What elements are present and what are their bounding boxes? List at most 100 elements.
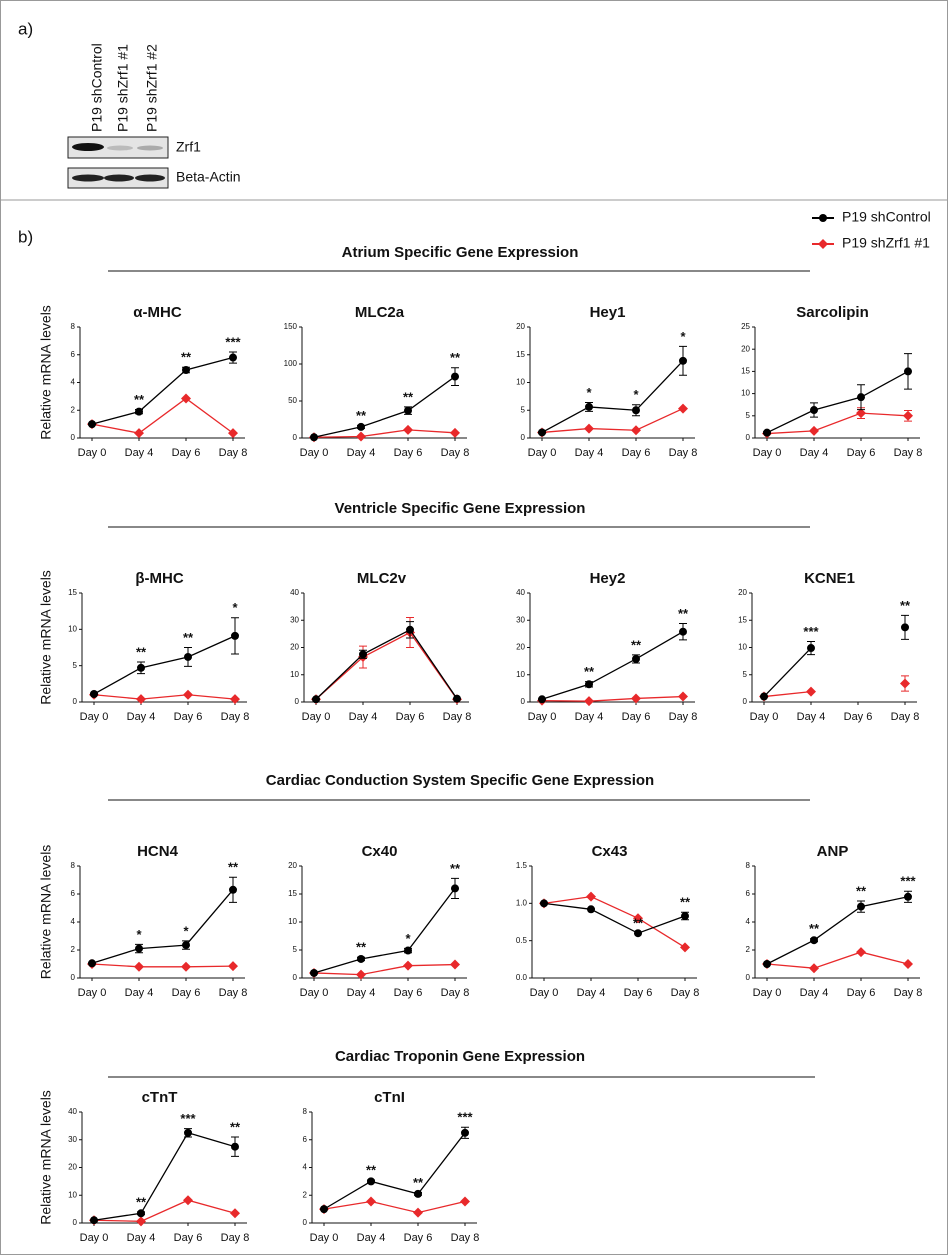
- significance: **: [680, 895, 691, 910]
- marker: [857, 903, 865, 911]
- marker: [451, 373, 459, 381]
- y-tick-label: 5: [73, 661, 78, 670]
- marker: [900, 678, 910, 688]
- significance: **: [181, 350, 192, 365]
- y-tick-label: 0: [746, 973, 751, 982]
- marker: [184, 1129, 192, 1137]
- series-line: [542, 632, 683, 700]
- y-tick-label: 1.5: [516, 861, 528, 870]
- band: [107, 146, 133, 151]
- marker: [88, 420, 96, 428]
- y-tick-label: 15: [741, 367, 750, 376]
- y-tick-label: 30: [290, 615, 299, 624]
- y-tick-label: 0.0: [516, 973, 528, 982]
- x-tick-label: Day 0: [753, 447, 782, 459]
- marker: [404, 947, 412, 955]
- y-tick-label: 0: [743, 697, 748, 706]
- marker: [181, 962, 191, 972]
- x-tick-label: Day 8: [894, 987, 923, 999]
- series-line: [92, 398, 233, 433]
- y-tick-label: 20: [288, 861, 297, 870]
- significance: **: [134, 392, 145, 407]
- marker: [680, 942, 690, 952]
- y-tick-label: 4: [71, 917, 76, 926]
- series-line: [767, 952, 908, 968]
- y-tick-label: 15: [516, 350, 525, 359]
- marker: [904, 367, 912, 375]
- y-tick-label: 10: [68, 624, 77, 633]
- x-tick-label: Day 6: [847, 987, 876, 999]
- marker: [807, 644, 815, 652]
- chart-title: cTnT: [142, 1089, 178, 1106]
- y-tick-label: 8: [71, 322, 76, 331]
- marker: [632, 406, 640, 414]
- marker: [181, 393, 191, 403]
- band-label: Beta-Actin: [176, 169, 241, 185]
- x-tick-label: Day 6: [622, 447, 651, 459]
- marker: [357, 423, 365, 431]
- x-tick-label: Day 4: [127, 1232, 156, 1244]
- marker: [681, 912, 689, 920]
- marker: [134, 428, 144, 438]
- significance: **: [678, 606, 689, 621]
- y-tick-label: 5: [746, 411, 751, 420]
- significance: **: [631, 637, 642, 652]
- y-axis-label: Relative mRNA levels: [38, 305, 54, 440]
- x-tick-label: Day 0: [302, 711, 331, 723]
- chart-title: KCNE1: [804, 570, 855, 587]
- marker: [310, 433, 318, 441]
- marker: [451, 884, 459, 892]
- marker: [90, 1216, 98, 1224]
- y-tick-label: 4: [303, 1163, 308, 1172]
- chart-title: MLC2a: [355, 304, 405, 321]
- marker: [231, 632, 239, 640]
- y-tick-label: 15: [68, 588, 77, 597]
- series-line: [542, 361, 683, 433]
- x-tick-label: Day 8: [669, 447, 698, 459]
- marker: [587, 905, 595, 913]
- marker: [679, 357, 687, 365]
- marker: [901, 623, 909, 631]
- section-title: Ventricle Specific Gene Expression: [335, 500, 586, 517]
- marker: [763, 429, 771, 437]
- marker: [806, 687, 816, 697]
- y-tick-label: 0: [521, 697, 526, 706]
- significance: ***: [803, 624, 819, 639]
- x-tick-label: Day 4: [800, 447, 829, 459]
- y-tick-label: 10: [741, 389, 750, 398]
- legend-marker: [819, 214, 827, 222]
- y-tick-label: 30: [516, 615, 525, 624]
- band: [104, 175, 134, 182]
- y-tick-label: 6: [746, 889, 751, 898]
- band: [72, 143, 104, 151]
- significance: *: [136, 927, 142, 942]
- marker: [403, 961, 413, 971]
- y-tick-label: 8: [303, 1107, 308, 1116]
- significance: ***: [180, 1111, 196, 1126]
- x-tick-label: Day 4: [347, 987, 376, 999]
- y-tick-label: 30: [68, 1135, 77, 1144]
- significance: **: [183, 630, 194, 645]
- y-tick-label: 0: [73, 697, 78, 706]
- marker: [357, 955, 365, 963]
- y-tick-label: 0: [293, 433, 298, 442]
- x-tick-label: Day 4: [577, 987, 606, 999]
- legend-marker: [818, 239, 828, 249]
- marker: [586, 892, 596, 902]
- significance: **: [856, 883, 867, 898]
- chart-title: Cx43: [592, 843, 628, 860]
- series-line: [92, 890, 233, 964]
- marker: [584, 696, 594, 706]
- marker: [406, 626, 414, 634]
- marker: [453, 695, 461, 703]
- series-line: [316, 630, 457, 699]
- x-tick-label: Day 6: [394, 987, 423, 999]
- marker: [229, 886, 237, 894]
- series-line: [92, 358, 233, 425]
- y-axis-label: Relative mRNA levels: [38, 845, 54, 980]
- chart-title: Cx40: [362, 843, 398, 860]
- x-tick-label: Day 8: [891, 711, 920, 723]
- marker: [228, 428, 238, 438]
- y-tick-label: 5: [743, 670, 748, 679]
- y-tick-label: 10: [738, 643, 747, 652]
